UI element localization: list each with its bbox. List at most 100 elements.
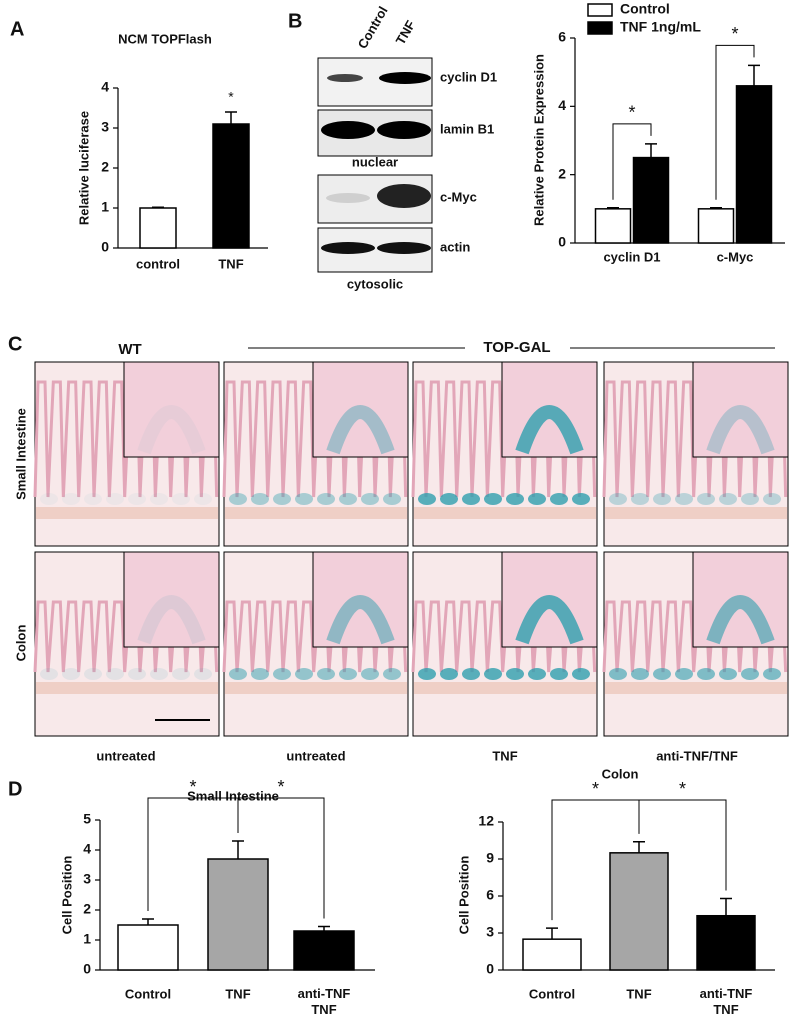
stained-crypt bbox=[84, 668, 102, 680]
bar bbox=[632, 156, 670, 244]
inset bbox=[123, 361, 220, 458]
tissue bbox=[33, 600, 219, 673]
y-tick-label: 3 bbox=[101, 119, 109, 135]
stained-crypt bbox=[484, 668, 502, 680]
stained-crypt bbox=[106, 668, 124, 680]
stained-crypt bbox=[106, 493, 124, 505]
significance-star: * bbox=[189, 777, 196, 797]
error-bar bbox=[142, 918, 154, 925]
stained-crypt bbox=[675, 668, 693, 680]
x-tick-label: Control bbox=[529, 986, 575, 1001]
stained-crypt bbox=[462, 668, 480, 680]
y-tick-label: 0 bbox=[83, 961, 91, 977]
panel-label: B bbox=[288, 10, 302, 32]
inset-crypt bbox=[706, 595, 775, 645]
x-tick-label: anti-TNF TNF bbox=[700, 986, 753, 1017]
stained-crypt bbox=[741, 493, 759, 505]
error-bar bbox=[748, 64, 760, 86]
stained-crypt bbox=[128, 493, 146, 505]
error-bar bbox=[546, 927, 558, 940]
inset-crypt bbox=[515, 595, 584, 645]
tissue bbox=[33, 380, 219, 498]
bar bbox=[139, 207, 177, 249]
stained-crypt bbox=[528, 668, 546, 680]
panel-label: C bbox=[8, 333, 22, 355]
y-tick-label: 2 bbox=[558, 165, 566, 181]
stained-crypt bbox=[719, 668, 737, 680]
inset-crypt bbox=[137, 595, 206, 645]
blot-row: lamin B1 bbox=[440, 121, 494, 136]
significance-star: * bbox=[277, 777, 284, 797]
stained-crypt bbox=[763, 668, 781, 680]
stained-crypt bbox=[741, 668, 759, 680]
bar bbox=[117, 924, 179, 971]
stained-crypt bbox=[251, 668, 269, 680]
y-tick-label: 0 bbox=[486, 961, 494, 977]
row-label: Colon bbox=[13, 625, 28, 662]
stained-crypt bbox=[572, 493, 590, 505]
error-bar bbox=[232, 840, 244, 859]
stained-crypt bbox=[62, 668, 80, 680]
y-axis-label: Cell Position bbox=[59, 856, 74, 935]
stained-crypt bbox=[194, 668, 212, 680]
chart-title: NCM TOPFlash bbox=[118, 31, 212, 46]
legend-swatch bbox=[587, 3, 613, 17]
stained-crypt bbox=[484, 493, 502, 505]
legend-label: TNF 1ng/mL bbox=[620, 19, 701, 35]
muscle-layer bbox=[225, 682, 407, 694]
histology-images bbox=[33, 361, 789, 737]
stained-crypt bbox=[150, 668, 168, 680]
stained-crypt bbox=[339, 493, 357, 505]
bar bbox=[212, 123, 250, 249]
error-bar bbox=[152, 206, 164, 208]
blot-column: Control bbox=[355, 4, 391, 52]
x-tick-label: cyclin D1 bbox=[603, 249, 660, 264]
significance-star: * bbox=[679, 779, 686, 799]
stained-crypt bbox=[418, 668, 436, 680]
significance-star: * bbox=[228, 89, 234, 105]
bar bbox=[594, 208, 632, 244]
stained-crypt bbox=[128, 668, 146, 680]
y-tick-label: 4 bbox=[83, 841, 91, 857]
blot-fraction: cytosolic bbox=[347, 276, 403, 291]
y-tick-label: 6 bbox=[558, 29, 566, 45]
bar bbox=[293, 930, 355, 971]
stained-crypt bbox=[40, 493, 58, 505]
y-tick-label: 4 bbox=[101, 79, 109, 95]
y-tick-label: 12 bbox=[478, 813, 494, 829]
significance-star: * bbox=[592, 779, 599, 799]
treatment-label: untreated bbox=[96, 748, 155, 763]
stained-crypt bbox=[40, 668, 58, 680]
significance-star: * bbox=[731, 24, 738, 44]
significance-bracket bbox=[638, 799, 727, 891]
y-axis-label: Relative luciferase bbox=[76, 111, 91, 225]
muscle-layer bbox=[414, 507, 596, 519]
stained-crypt bbox=[273, 493, 291, 505]
x-tick-label: anti-TNF TNF bbox=[298, 986, 351, 1017]
error-bar bbox=[225, 111, 237, 124]
stained-crypt bbox=[229, 493, 247, 505]
stained-crypt bbox=[609, 493, 627, 505]
stained-crypt bbox=[317, 668, 335, 680]
muscle-layer bbox=[36, 507, 218, 519]
stained-crypt bbox=[194, 493, 212, 505]
blot-row: actin bbox=[440, 239, 470, 254]
significance-bracket bbox=[237, 797, 325, 919]
muscle-layer bbox=[414, 682, 596, 694]
y-tick-label: 0 bbox=[558, 234, 566, 250]
stained-crypt bbox=[572, 668, 590, 680]
x-tick-label: TNF bbox=[225, 986, 250, 1001]
y-tick-label: 9 bbox=[486, 850, 494, 866]
blot-column: TNF bbox=[393, 18, 419, 47]
muscle-layer bbox=[225, 507, 407, 519]
y-tick-label: 6 bbox=[486, 887, 494, 903]
stained-crypt bbox=[675, 493, 693, 505]
x-tick-label: TNF bbox=[626, 986, 651, 1001]
stained-crypt bbox=[361, 668, 379, 680]
stained-crypt bbox=[339, 668, 357, 680]
inset-crypt bbox=[137, 405, 206, 455]
bar bbox=[697, 208, 735, 244]
treatment-label: TNF bbox=[492, 748, 517, 763]
significance-star: * bbox=[628, 103, 635, 123]
